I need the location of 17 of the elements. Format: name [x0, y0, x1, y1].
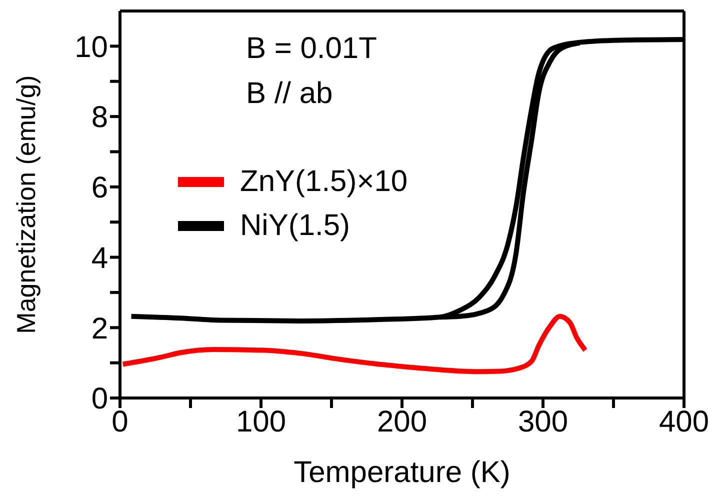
y-tick-label: 8: [91, 101, 108, 134]
y-tick-label: 4: [91, 242, 108, 275]
y-tick-label: 10: [74, 30, 108, 64]
legend-label: ZnY(1.5)×10: [240, 165, 408, 199]
x-tick-label: 0: [112, 405, 128, 438]
legend-label: NiY(1.5): [240, 209, 350, 243]
y-tick-label: 6: [91, 172, 108, 205]
y-axis-title: Magnetization (emu/g): [11, 75, 42, 334]
y-tick-label: 0: [91, 382, 108, 416]
x-tick-label: 400: [658, 405, 710, 438]
x-tick-label: 300: [518, 405, 568, 438]
y-tick-label: 2: [91, 312, 108, 346]
x-axis-title: Temperature (K): [294, 456, 510, 489]
x-tick-label: 200: [376, 405, 428, 438]
x-tick-label: 100: [236, 405, 286, 438]
annotation: B = 0.01T: [246, 31, 377, 67]
annotation: B // ab: [246, 76, 334, 112]
